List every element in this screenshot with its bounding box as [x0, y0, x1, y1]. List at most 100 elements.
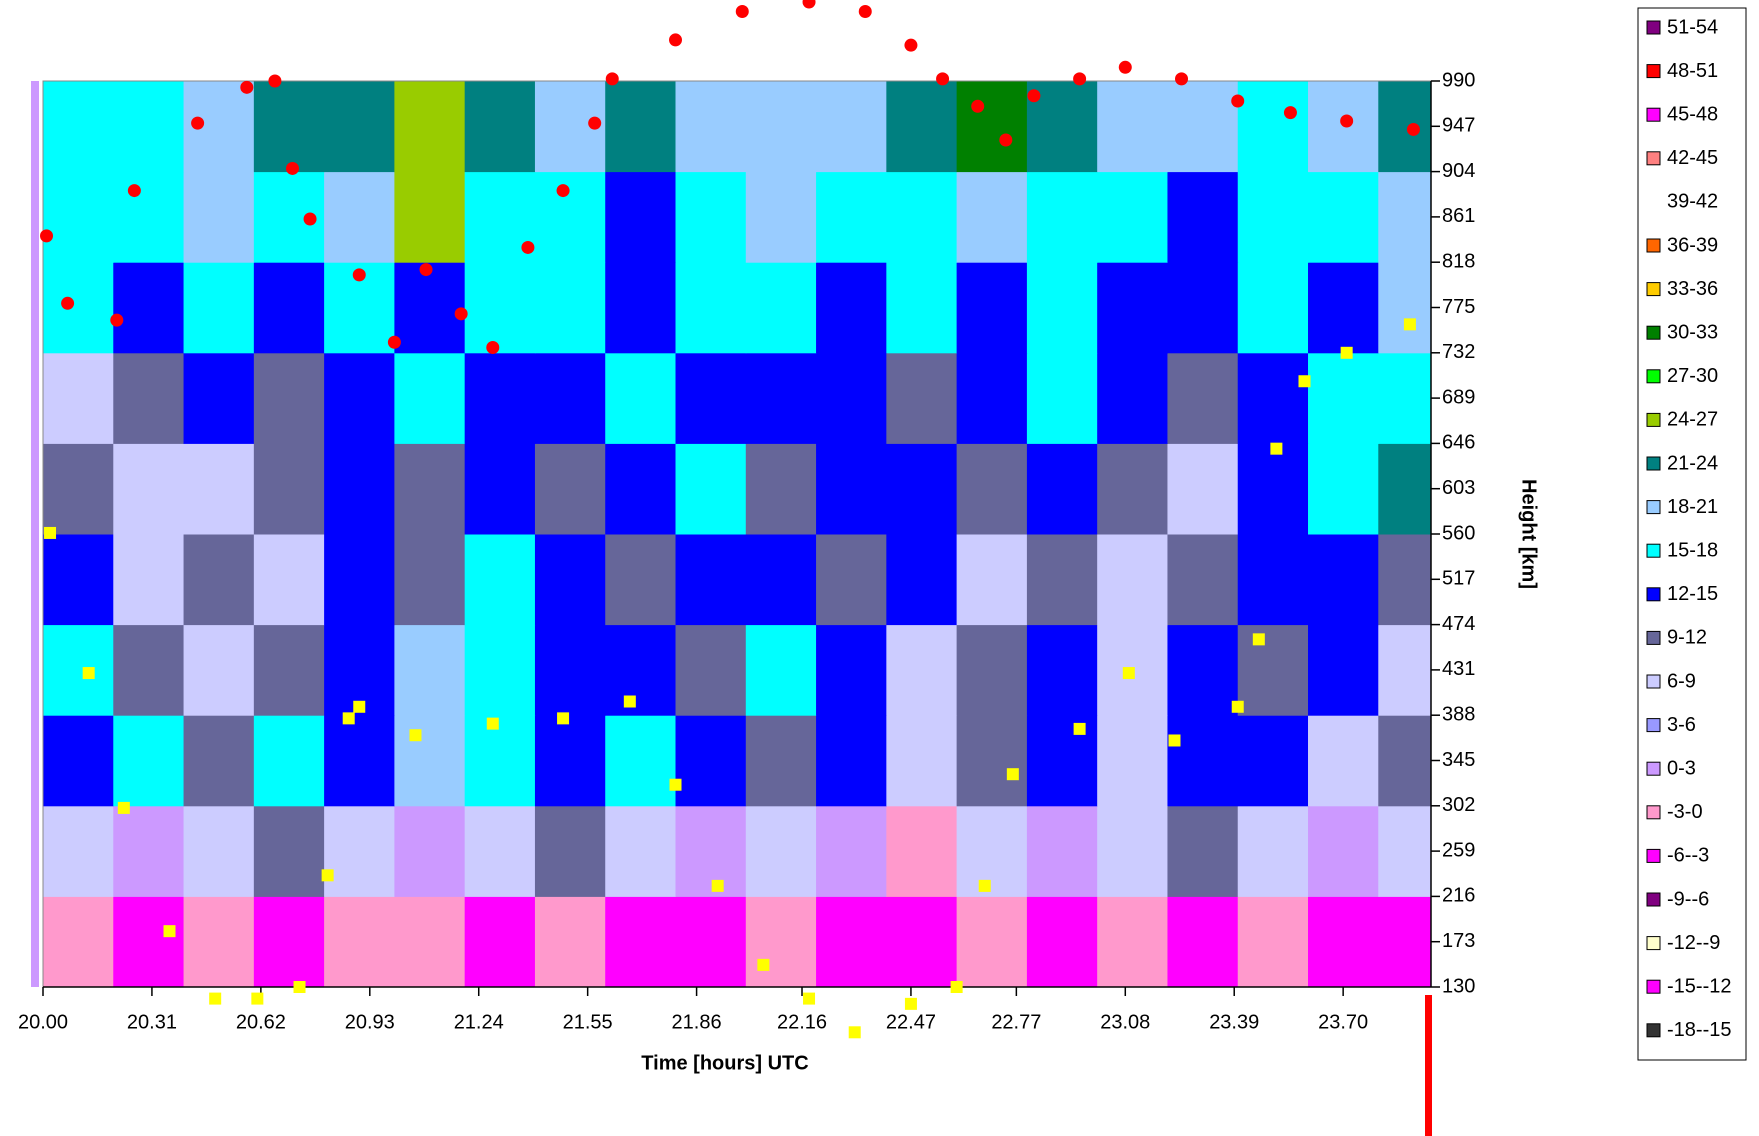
- y-tick-label: 818: [1442, 250, 1475, 272]
- x-tick-label: 21.55: [563, 1011, 613, 1033]
- overlay-dot: [904, 38, 918, 52]
- contour-cell: [534, 805, 606, 897]
- contour-cell: [183, 715, 255, 807]
- overlay-dot: [669, 33, 683, 47]
- overlay-dot: [971, 99, 985, 113]
- contour-cell: [534, 896, 606, 987]
- overlay-dot: [588, 116, 602, 130]
- legend-label: 21-24: [1667, 452, 1718, 474]
- overlay-square: [623, 695, 636, 708]
- contour-cell: [113, 896, 185, 987]
- contour-cell: [675, 624, 747, 716]
- contour-cell: [1378, 81, 1431, 173]
- contour-cell: [1097, 715, 1168, 807]
- contour-cell: [253, 534, 325, 626]
- overlay-square: [44, 526, 57, 539]
- legend-swatch: [1646, 674, 1661, 689]
- contour-cell: [745, 262, 817, 354]
- contour-cell: [1026, 805, 1098, 897]
- contour-cell: [605, 443, 677, 535]
- contour-cell: [816, 352, 887, 444]
- contour-cell: [464, 81, 536, 173]
- y-tick-label: 775: [1442, 296, 1475, 318]
- legend-label: 48-51: [1667, 60, 1718, 82]
- contour-cell: [394, 896, 466, 987]
- contour-cell: [956, 715, 1028, 807]
- overlay-square: [1403, 318, 1416, 331]
- contour-cell: [43, 171, 114, 263]
- contour-cell: [675, 534, 747, 626]
- contour-cell: [324, 81, 395, 173]
- contour-cell: [183, 262, 255, 354]
- overlay-dot: [556, 184, 570, 198]
- y-tick-label: 216: [1442, 885, 1475, 907]
- contour-cell: [43, 352, 114, 444]
- contour-cell: [675, 443, 747, 535]
- overlay-square: [82, 667, 95, 680]
- overlay-square: [1298, 375, 1311, 388]
- contour-cell: [886, 262, 958, 354]
- x-tick-label: 23.39: [1209, 1011, 1259, 1033]
- contour-cell: [43, 443, 114, 535]
- overlay-dot: [936, 72, 950, 86]
- y-tick-label: 302: [1442, 794, 1475, 816]
- contour-cell: [394, 715, 466, 807]
- contour-cell: [1308, 896, 1379, 987]
- contour-cell: [464, 443, 536, 535]
- contour-cell: [324, 805, 395, 897]
- contour-cell: [1026, 171, 1098, 263]
- x-axis-title: Time [hours] UTC: [641, 1052, 808, 1074]
- contour-cell: [113, 171, 185, 263]
- contour-cell: [1026, 624, 1098, 716]
- contour-cell: [113, 805, 185, 897]
- contour-cell: [886, 624, 958, 716]
- legend-swatch: [1646, 369, 1661, 384]
- legend-label: 18-21: [1667, 496, 1718, 518]
- overlay-square: [669, 778, 682, 791]
- contour-cell: [253, 443, 325, 535]
- contour-cell: [1097, 262, 1168, 354]
- overlay-dot: [521, 240, 535, 254]
- contour-cell: [1378, 171, 1431, 263]
- contour-cell: [1167, 262, 1239, 354]
- legend-label: -15--12: [1667, 975, 1731, 997]
- legend-swatch: [1646, 282, 1661, 297]
- contour-cell: [1237, 262, 1309, 354]
- overlay-dot: [127, 184, 141, 198]
- contour-cell: [745, 715, 817, 807]
- contour-cell: [1237, 81, 1309, 173]
- contour-cell: [253, 81, 325, 173]
- x-tick-label: 23.70: [1318, 1011, 1368, 1033]
- overlay-square: [803, 992, 816, 1005]
- contour-cell: [464, 715, 536, 807]
- contour-cell: [113, 352, 185, 444]
- overlay-square: [1006, 768, 1019, 781]
- overlay-dot: [110, 313, 124, 327]
- contour-cell: [816, 262, 887, 354]
- contour-cell: [956, 171, 1028, 263]
- contour-cell: [956, 896, 1028, 987]
- contour-cell: [1167, 715, 1239, 807]
- contour-cell: [1378, 352, 1431, 444]
- contour-cell: [605, 81, 677, 173]
- overlay-square: [1122, 667, 1135, 680]
- contour-cell: [394, 81, 466, 173]
- contour-cell: [183, 352, 255, 444]
- y-tick-label: 431: [1442, 658, 1475, 680]
- contour-cell: [816, 715, 887, 807]
- overlay-dot: [999, 133, 1013, 147]
- contour-cell: [183, 624, 255, 716]
- contour-cell: [394, 534, 466, 626]
- contour-cell: [113, 262, 185, 354]
- contour-cell: [1378, 262, 1431, 354]
- contour-cell: [394, 171, 466, 263]
- contour-cell: [113, 715, 185, 807]
- contour-cell: [1026, 443, 1098, 535]
- contour-cell: [886, 171, 958, 263]
- overlay-square: [711, 879, 724, 892]
- contour-cell: [464, 262, 536, 354]
- overlay-square: [321, 869, 334, 882]
- overlay-square: [904, 997, 917, 1010]
- overlay-dot: [486, 341, 500, 355]
- contour-cell: [324, 352, 395, 444]
